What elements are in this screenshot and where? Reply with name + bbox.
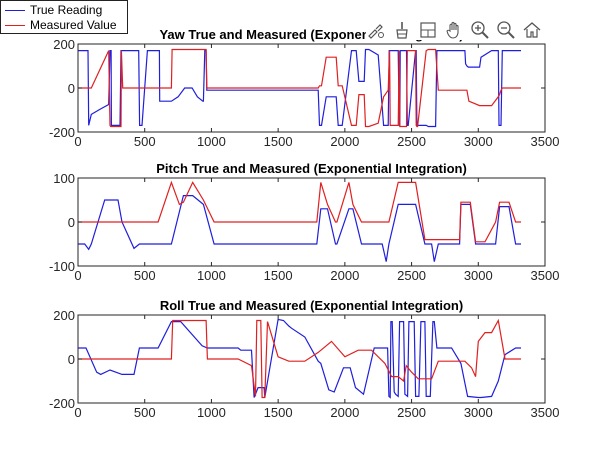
yaw-xtick-label: 0	[74, 134, 81, 149]
pitch-series-true-reading	[78, 195, 521, 262]
pan-hand-icon[interactable]	[444, 20, 464, 40]
yaw-series-true-reading	[78, 48, 521, 128]
roll-ytick-label: 200	[53, 308, 75, 323]
pitch-ytick-label: 100	[53, 171, 75, 186]
pitch-axes: 0 500 1000 1500 2000 2500 3000 3500-1000100Pitc…	[49, 161, 559, 283]
pitch-xtick-label: 1000	[197, 268, 226, 283]
legend-label-measured: Measured Value	[30, 18, 117, 32]
edit-figure-icon[interactable]	[366, 20, 386, 40]
yaw-xtick-label: 2500	[397, 134, 426, 149]
roll-axes: 0 500 1000 1500 2000 2500 3000 3500-2000200Roll…	[49, 298, 559, 420]
legend-swatch-measured	[5, 25, 25, 26]
legend-item-measured-value: Measured Value	[1, 17, 127, 33]
roll-xtick-label: 3000	[464, 405, 493, 420]
figure-toolbar	[366, 18, 546, 40]
legend-swatch-true	[5, 10, 25, 11]
legend: True Reading Measured Value	[0, 0, 128, 34]
roll-xtick-label: 0	[74, 405, 81, 420]
legend-item-true-reading: True Reading	[1, 2, 127, 18]
yaw-xtick-label: 1000	[197, 134, 226, 149]
yaw-ytick-label: 0	[68, 81, 75, 96]
pitch-series-measured-value	[78, 180, 521, 243]
roll-ytick-label: 0	[68, 352, 75, 367]
zoom-out-icon[interactable]	[496, 20, 516, 40]
roll-title: Roll True and Measured (Exponential Inte…	[160, 298, 463, 313]
pitch-xtick-label: 2500	[397, 268, 426, 283]
roll-series-measured-value	[78, 318, 521, 399]
yaw-axes: 0 500 1000 1500 2000 2500 3000 3500-2000200Yaw …	[49, 27, 559, 149]
pitch-xtick-label: 3000	[464, 268, 493, 283]
yaw-xtick-label: 3500	[531, 134, 560, 149]
pitch-ytick-label: -100	[49, 259, 75, 274]
yaw-xtick-label: 1500	[264, 134, 293, 149]
yaw-xtick-label: 3000	[464, 134, 493, 149]
pitch-xtick-label: 3500	[531, 268, 560, 283]
legend-label-true: True Reading	[30, 3, 103, 17]
yaw-ytick-label: -200	[49, 125, 75, 140]
roll-series-true-reading	[78, 318, 521, 399]
roll-xtick-label: 500	[134, 405, 156, 420]
pitch-xtick-label: 2000	[330, 268, 359, 283]
roll-xtick-label: 1500	[264, 405, 293, 420]
datacursor-icon[interactable]	[418, 20, 438, 40]
yaw-ytick-label: 200	[53, 37, 75, 52]
roll-xtick-label: 1000	[197, 405, 226, 420]
roll-xtick-label: 2500	[397, 405, 426, 420]
pitch-xtick-label: 0	[74, 268, 81, 283]
pitch-ytick-label: 0	[68, 215, 75, 230]
pitch-xtick-label: 1500	[264, 268, 293, 283]
home-icon[interactable]	[522, 20, 542, 40]
yaw-series-measured-value	[78, 48, 521, 128]
yaw-xtick-label: 500	[134, 134, 156, 149]
zoom-in-icon[interactable]	[470, 20, 490, 40]
yaw-xtick-label: 2000	[330, 134, 359, 149]
pitch-title: Pitch True and Measured (Exponential Int…	[156, 161, 467, 176]
roll-xtick-label: 2000	[330, 405, 359, 420]
roll-ytick-label: -200	[49, 396, 75, 411]
brush-icon[interactable]	[392, 20, 412, 40]
pitch-xtick-label: 500	[134, 268, 156, 283]
roll-xtick-label: 3500	[531, 405, 560, 420]
